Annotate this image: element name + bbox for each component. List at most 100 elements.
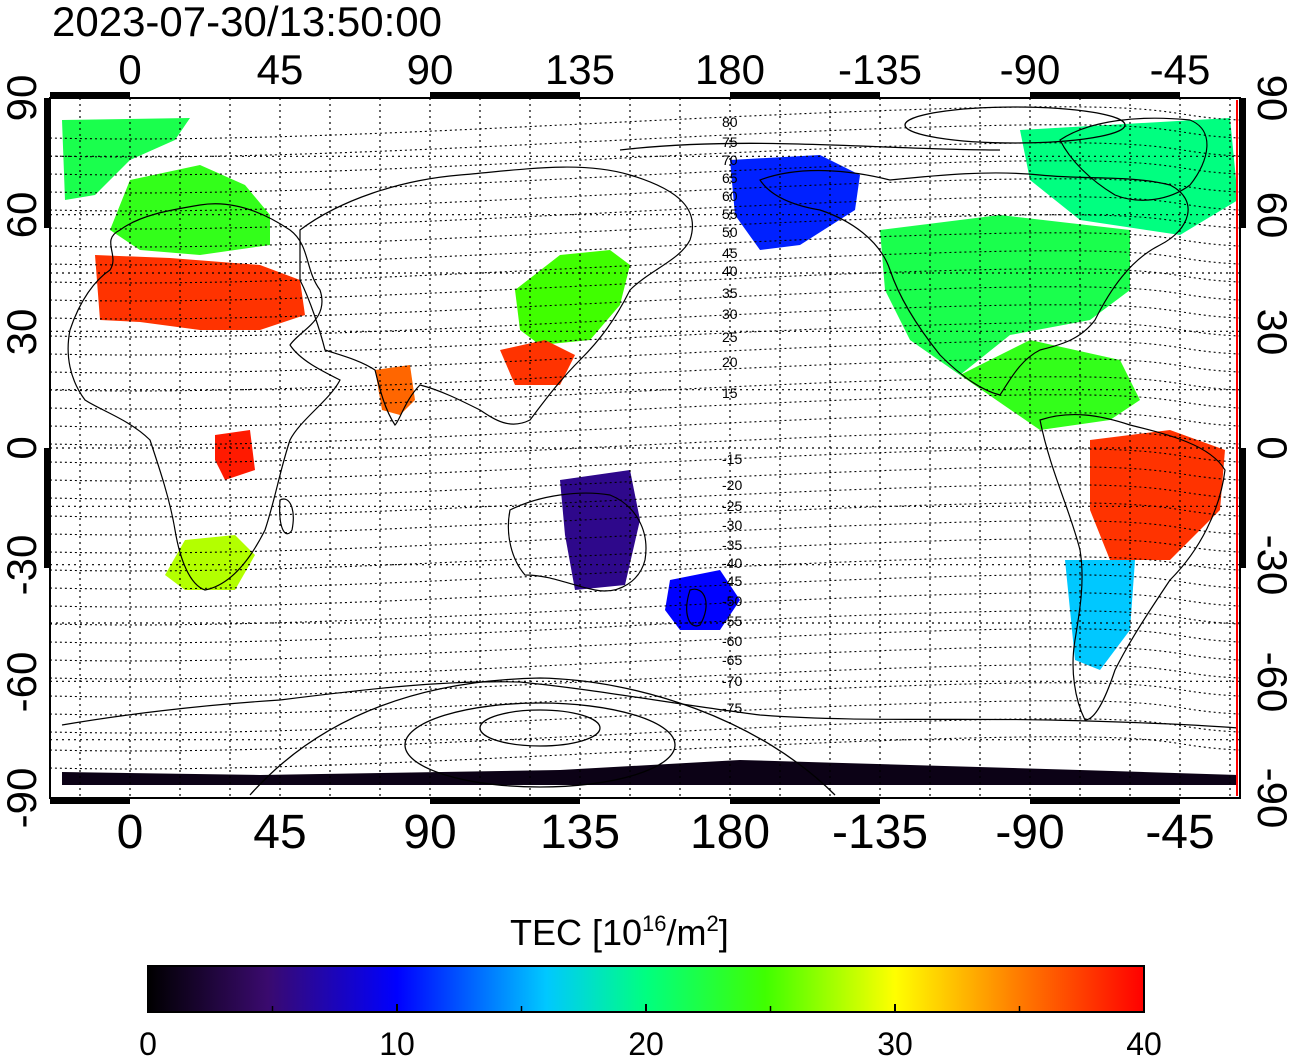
lon-top-label: -45 xyxy=(1150,46,1211,93)
tec-region-canada xyxy=(1020,118,1238,235)
lon-top-label: -90 xyxy=(1000,46,1061,93)
lon-top-label: 45 xyxy=(257,46,304,93)
lon-bottom-label: 0 xyxy=(117,806,144,859)
map-plot-area: 80 75 70 65 60 55 50 45 40 35 30 25 20 15 -15 -20 -25 -30… xyxy=(44,92,1246,804)
lon-bottom-label: -135 xyxy=(832,806,928,859)
contour-label: 30 xyxy=(722,306,738,322)
colorbar-tick-label: 10 xyxy=(379,1026,415,1057)
lon-bottom-label: 45 xyxy=(253,806,306,859)
coast-greenland xyxy=(1059,117,1208,201)
contour-label: 15 xyxy=(722,385,738,401)
tec-region-europe-north xyxy=(110,165,270,255)
contour-label: 75 xyxy=(722,134,738,150)
contour-label: -60 xyxy=(722,633,742,649)
contour-label: 35 xyxy=(722,285,738,301)
tec-region-china-south xyxy=(500,340,575,385)
tec-region-argentina xyxy=(1065,560,1135,670)
graticule-grid xyxy=(50,98,1240,798)
coast-north-america xyxy=(759,169,1189,396)
north-contour-arc xyxy=(619,142,1001,151)
contour-label: 55 xyxy=(722,206,738,222)
contour-label: -50 xyxy=(722,593,742,609)
lat-right-label: 90 xyxy=(1249,75,1294,122)
contour-label: -30 xyxy=(722,517,742,533)
lat-left-label: -60 xyxy=(0,652,45,713)
contour-label: -25 xyxy=(722,498,742,514)
colorbar-tick-label: 30 xyxy=(877,1026,913,1057)
lon-bottom-label: -90 xyxy=(995,806,1064,859)
contour-label: 40 xyxy=(722,263,738,279)
coastlines xyxy=(61,117,1239,729)
lon-top-label: -135 xyxy=(838,46,922,93)
contour-label: -65 xyxy=(722,652,742,668)
contour-label: 50 xyxy=(722,224,738,240)
lon-top-label: 135 xyxy=(545,46,615,93)
contour-labels: 80 75 70 65 60 55 50 45 40 35 30 25 20 15 -15 -20 -25 -30… xyxy=(722,114,742,716)
coast-australia xyxy=(507,492,647,592)
lat-right-label: -60 xyxy=(1249,652,1294,713)
contour-label: -55 xyxy=(722,613,742,629)
tec-region-central-america xyxy=(960,340,1140,430)
contour-label: -75 xyxy=(722,700,742,716)
coast-antarctica xyxy=(61,681,1239,729)
lon-bottom-label: 90 xyxy=(403,806,456,859)
timestamp-title: 2023-07-30/13:50:00 xyxy=(52,0,442,45)
lon-bottom-label: -45 xyxy=(1145,806,1214,859)
lat-left-label: 30 xyxy=(0,309,45,356)
lon-bottom-label: 180 xyxy=(690,806,770,859)
tec-region-antarctica xyxy=(62,760,1238,785)
contour-label: -15 xyxy=(722,451,742,467)
lon-bottom-label: 135 xyxy=(540,806,620,859)
north-pole-contour xyxy=(904,106,1126,144)
lat-left-label: -30 xyxy=(0,535,45,596)
contour-label: -45 xyxy=(722,573,742,589)
contour-label: -35 xyxy=(722,537,742,553)
coast-asia xyxy=(299,166,694,426)
lat-left-label: 60 xyxy=(0,192,45,239)
lon-top-label: 180 xyxy=(695,46,765,93)
colorbar-title: TEC [1016/m2] xyxy=(510,911,729,953)
lat-right-label: -30 xyxy=(1249,535,1294,596)
lat-left-label: 90 xyxy=(0,75,45,122)
lat-right-label: 60 xyxy=(1249,192,1294,239)
contour-label: 60 xyxy=(722,188,738,204)
coast-south-america xyxy=(1039,413,1226,721)
tec-region-usa xyxy=(880,215,1130,375)
colorbar-tick-label: 40 xyxy=(1126,1026,1162,1057)
tec-region-north-atlantic-arctic xyxy=(62,118,190,200)
axis-labels: 0 45 90 135 180 -135 -90 -450 45 90 135 180 -135 -90-… xyxy=(0,46,1294,859)
tec-region-europe-south xyxy=(95,255,305,330)
tec-region-brazil xyxy=(1090,430,1225,560)
lat-right-label: -90 xyxy=(1249,768,1294,829)
contour-label: 45 xyxy=(722,245,738,261)
colorbar-tick-label: 0 xyxy=(139,1026,157,1057)
lon-top-label: 90 xyxy=(407,46,454,93)
lat-right-label: 30 xyxy=(1249,309,1294,356)
colorbar: TEC [1016/m2] 0 10 20 30 40 xyxy=(139,911,1162,1057)
tec-region-africa-central xyxy=(215,430,255,480)
south-pole-contour-outer xyxy=(249,677,836,796)
tec-data-layer xyxy=(62,118,1238,785)
contour-label: 25 xyxy=(722,329,738,345)
contour-label: -20 xyxy=(722,477,742,493)
contour-label: 80 xyxy=(722,114,738,130)
lat-right-label: 0 xyxy=(1249,436,1294,459)
lon-top-label: 0 xyxy=(118,46,141,93)
coast-europe-africa xyxy=(67,203,341,591)
contour-label: -70 xyxy=(722,673,742,689)
coast-new-zealand xyxy=(686,588,707,627)
magnetic-contours xyxy=(50,106,1240,770)
colorbar-tick-label: 20 xyxy=(628,1026,664,1057)
contour-label: 65 xyxy=(722,170,738,186)
contour-label: -40 xyxy=(722,555,742,571)
colorbar-ticks: 0 10 20 30 40 xyxy=(139,1004,1162,1057)
contour-label: 70 xyxy=(722,152,738,168)
south-pole-contour-middle xyxy=(404,702,676,788)
coast-madagascar xyxy=(279,498,294,535)
lat-left-label: -90 xyxy=(0,768,45,829)
lat-left-label: 0 xyxy=(0,436,45,459)
frame-bars xyxy=(44,92,1246,804)
tec-region-australia xyxy=(560,470,640,590)
contour-label: 20 xyxy=(722,354,738,370)
